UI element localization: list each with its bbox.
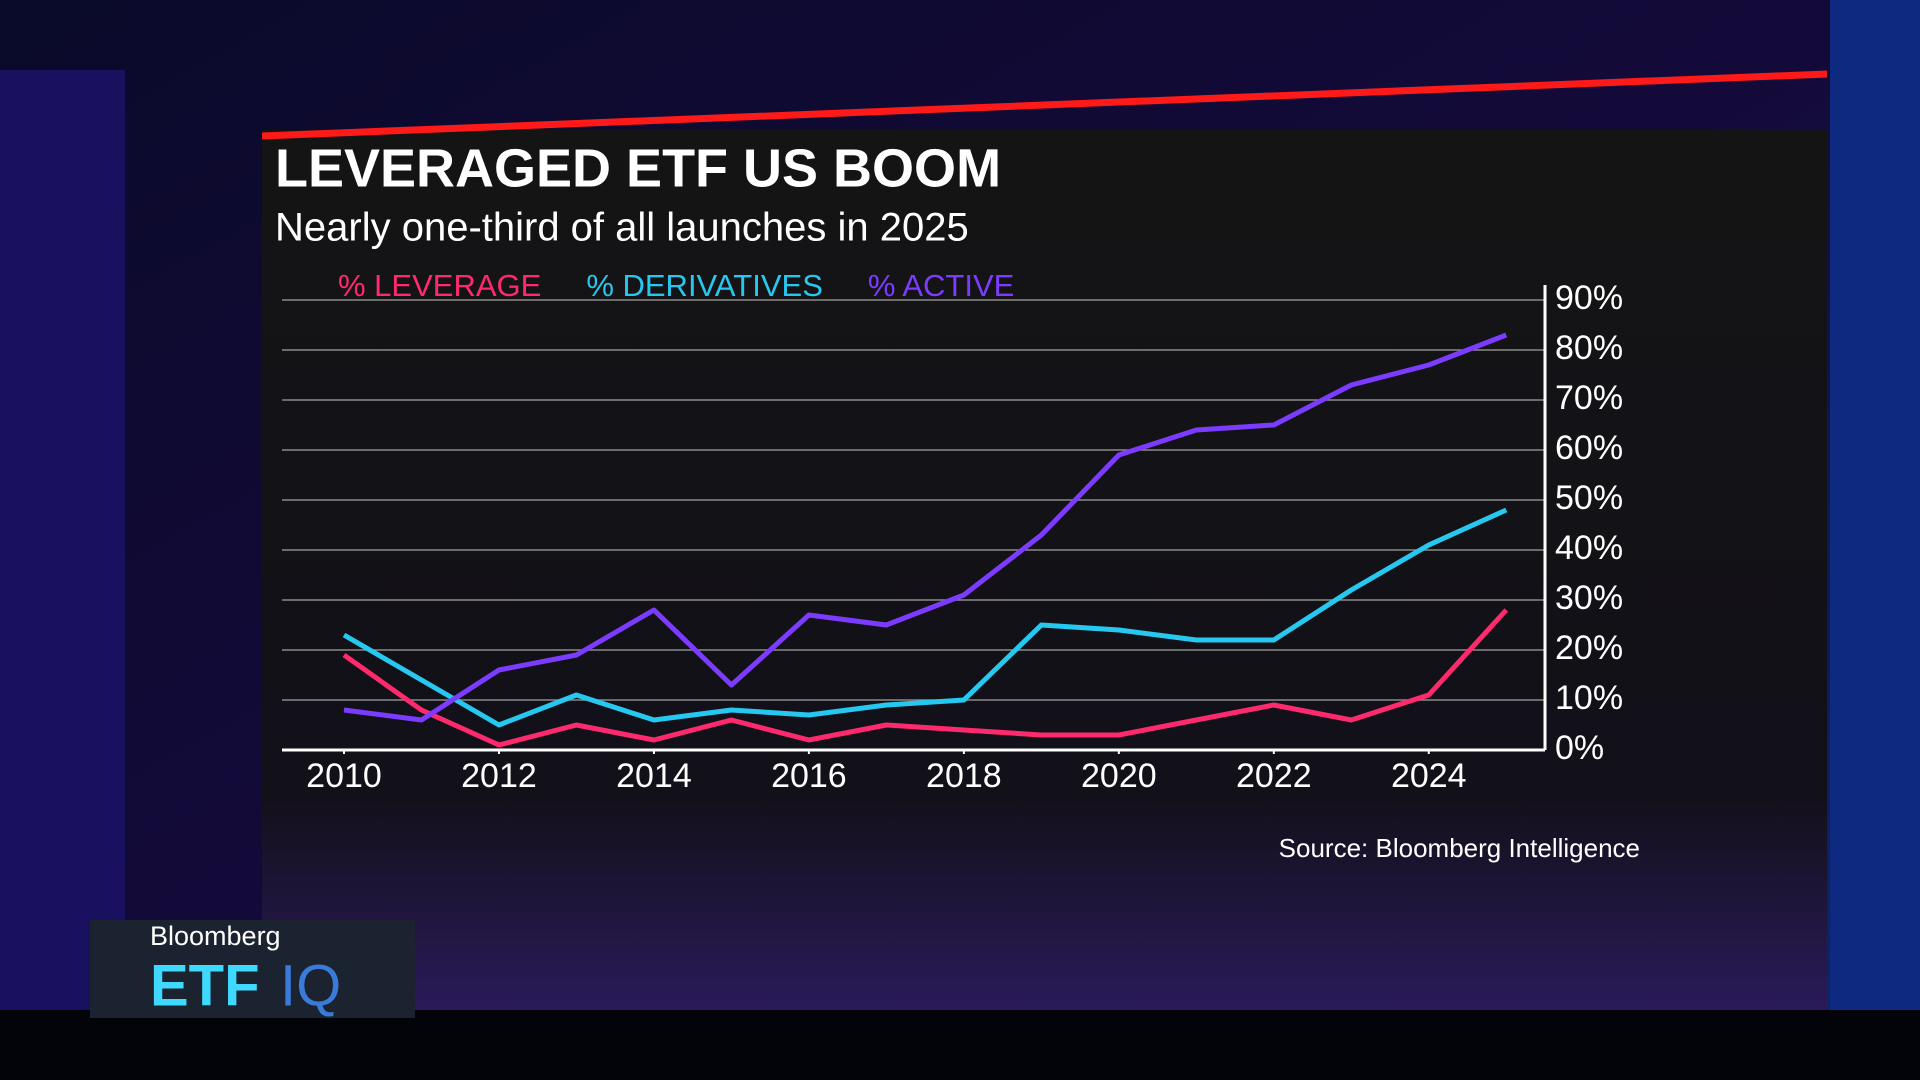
brand-box <box>90 920 415 1018</box>
show-name: ETF <box>150 953 260 1018</box>
source: Source: Bloomberg Intelligence <box>1279 833 1640 863</box>
x-tick-label: 2014 <box>616 757 692 795</box>
y-tick-label: 70% <box>1555 379 1623 417</box>
y-tick-label: 80% <box>1555 329 1623 367</box>
chart: LEVERAGED ETF US BOOM Nearly one-third o… <box>275 138 1640 863</box>
side-screen <box>0 70 125 1010</box>
y-tick-label: 10% <box>1555 679 1623 717</box>
x-tick-label: 2016 <box>771 757 847 795</box>
x-tick-label: 2020 <box>1081 757 1157 795</box>
x-tick-label: 2012 <box>461 757 537 795</box>
y-tick-label: 40% <box>1555 529 1623 567</box>
x-tick-label: 2022 <box>1236 757 1312 795</box>
y-tick-label: 60% <box>1555 429 1623 467</box>
y-tick-label: 30% <box>1555 579 1623 617</box>
legend-label: % DERIVATIVES <box>586 268 823 303</box>
series-line <box>342 608 1509 748</box>
series-line <box>342 507 1508 728</box>
y-tick-label: 50% <box>1555 479 1623 517</box>
series-line <box>343 332 1508 723</box>
floor <box>0 1010 1920 1080</box>
chart-subtitle: Nearly one-third of all launches in 2025 <box>275 206 969 250</box>
chart-title: LEVERAGED ETF US BOOM <box>275 138 1001 198</box>
side-screen <box>1830 0 1920 1010</box>
legend-label: % ACTIVE <box>868 268 1014 303</box>
y-tick-label: 20% <box>1555 629 1623 667</box>
x-tick-label: 2024 <box>1391 757 1467 795</box>
y-tick-label: 90% <box>1555 279 1623 317</box>
brand: Bloomberg <box>150 921 281 951</box>
x-tick-label: 2010 <box>306 757 382 795</box>
accent-line <box>261 70 1828 140</box>
legend-label: % LEVERAGE <box>338 268 541 303</box>
x-tick-label: 2018 <box>926 757 1002 795</box>
show-name: IQ <box>280 953 341 1018</box>
chart-panel <box>262 130 1827 1010</box>
y-tick-label: 0% <box>1555 729 1604 767</box>
